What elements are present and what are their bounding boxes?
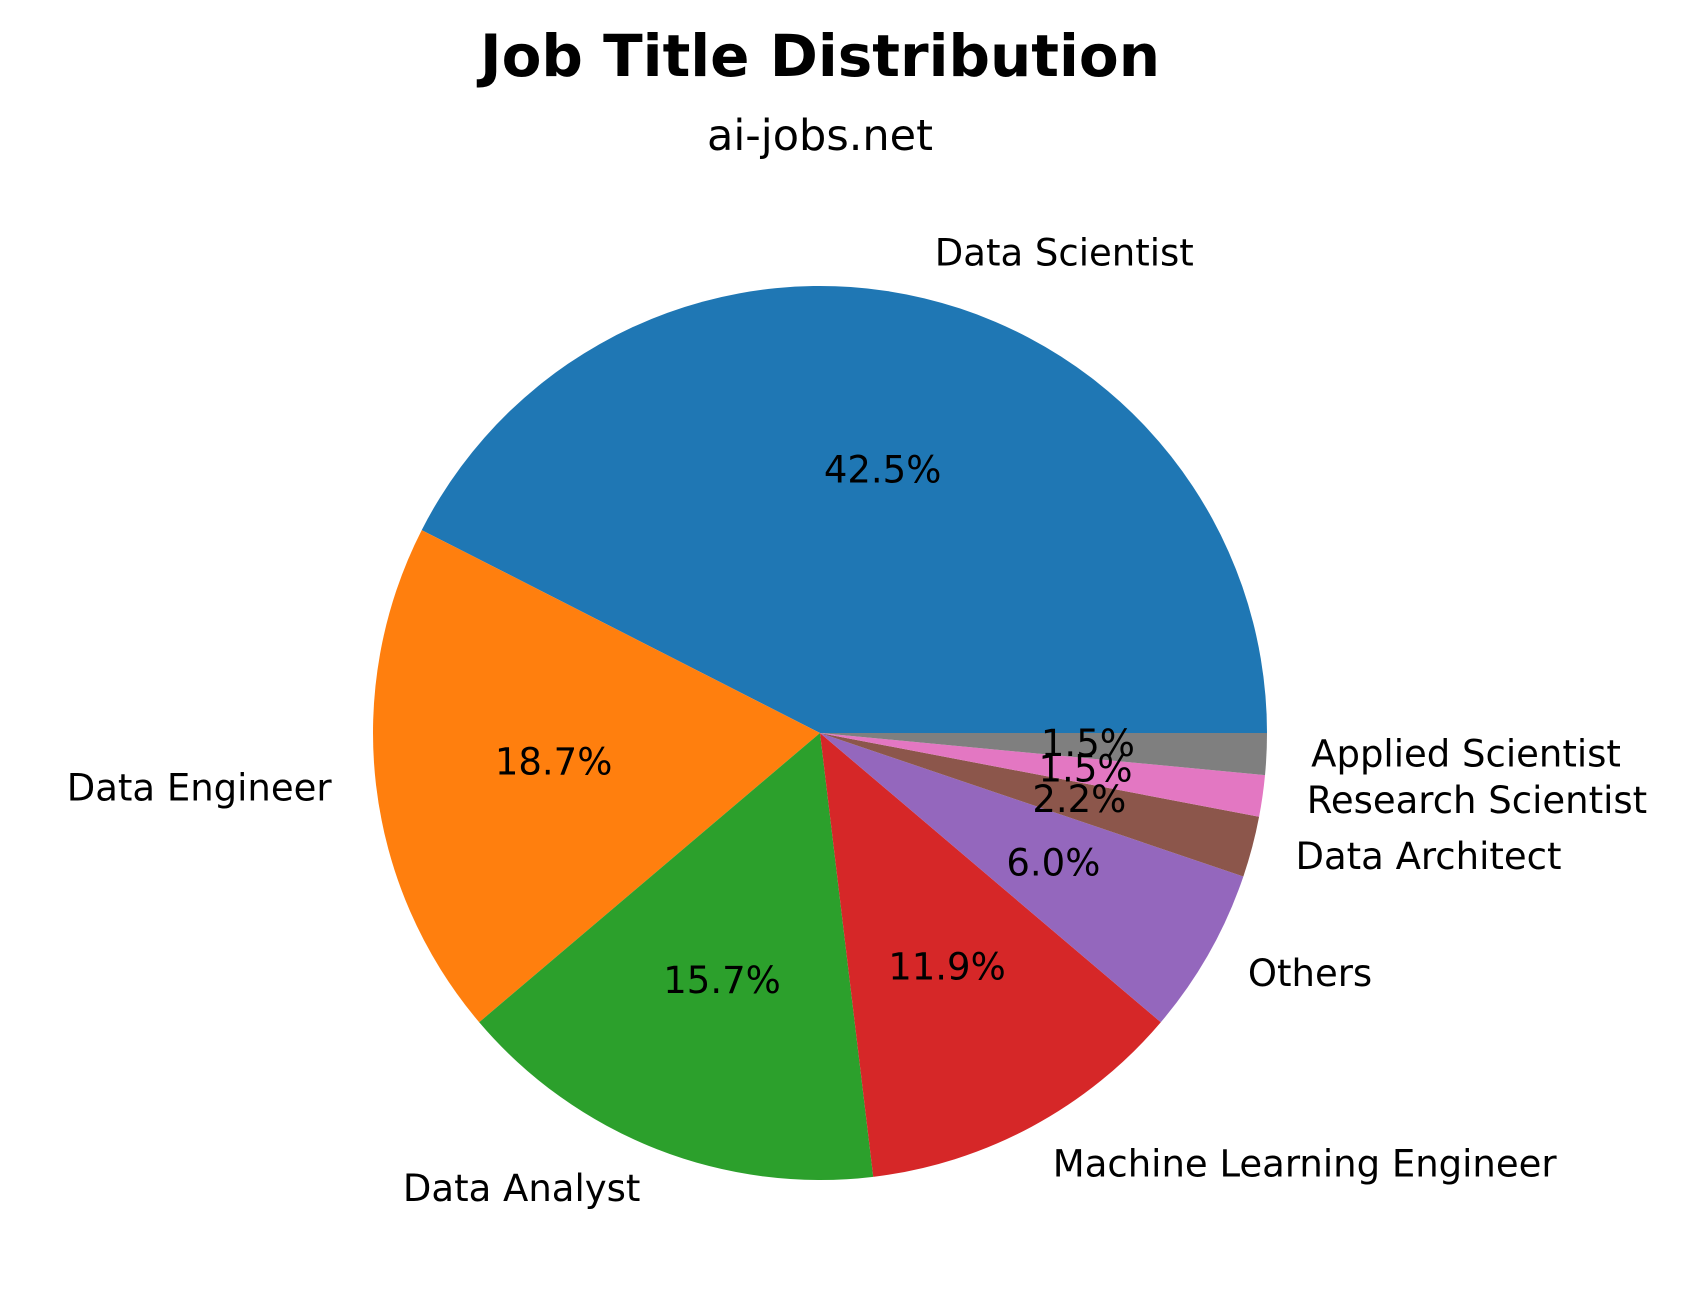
pie-slice-machine-learning-engineer [820, 733, 1161, 1177]
slice-label-applied-scientist: Applied Scientist [1311, 733, 1621, 776]
pie-slice-data-analyst [479, 733, 874, 1180]
chart-subtitle: ai-jobs.net [707, 111, 933, 161]
slice-pct-applied-scientist: 1.5% [1041, 722, 1135, 765]
slice-label-data-scientist: Data Scientist [935, 231, 1194, 274]
pie-slice-data-scientist [421, 286, 1267, 733]
slice-label-others: Others [1248, 952, 1372, 995]
pie-slice-data-architect [820, 733, 1260, 877]
slice-pct-machine-learning-engineer: 11.9% [888, 946, 1006, 989]
pie-labels: Data Scientist 42.5% Data Engineer 18.7% Dat… [67, 231, 1647, 1210]
slice-label-machine-learning-engineer: Machine Learning Engineer [1053, 1143, 1558, 1186]
pie-slice-research-scientist [820, 733, 1266, 817]
slice-label-data-analyst: Data Analyst [403, 1167, 641, 1210]
pie-slice-data-engineer [372, 530, 820, 1023]
slice-label-data-engineer: Data Engineer [67, 767, 333, 810]
slice-pct-data-engineer: 18.7% [495, 741, 613, 784]
chart-title: Job Title Distribution [476, 22, 1160, 90]
slice-pct-data-architect: 2.2% [1032, 778, 1126, 821]
slice-pct-data-scientist: 42.5% [824, 449, 942, 492]
pie-slice-others [820, 733, 1244, 1023]
slice-label-research-scientist: Research Scientist [1307, 779, 1647, 822]
slice-pct-others: 6.0% [1006, 842, 1100, 885]
pie-slice-applied-scientist [820, 733, 1267, 776]
slice-pct-data-analyst: 15.7% [663, 959, 781, 1002]
pie-slices [372, 286, 1267, 1180]
slice-pct-research-scientist: 1.5% [1039, 747, 1133, 790]
slice-label-data-architect: Data Architect [1295, 835, 1561, 878]
